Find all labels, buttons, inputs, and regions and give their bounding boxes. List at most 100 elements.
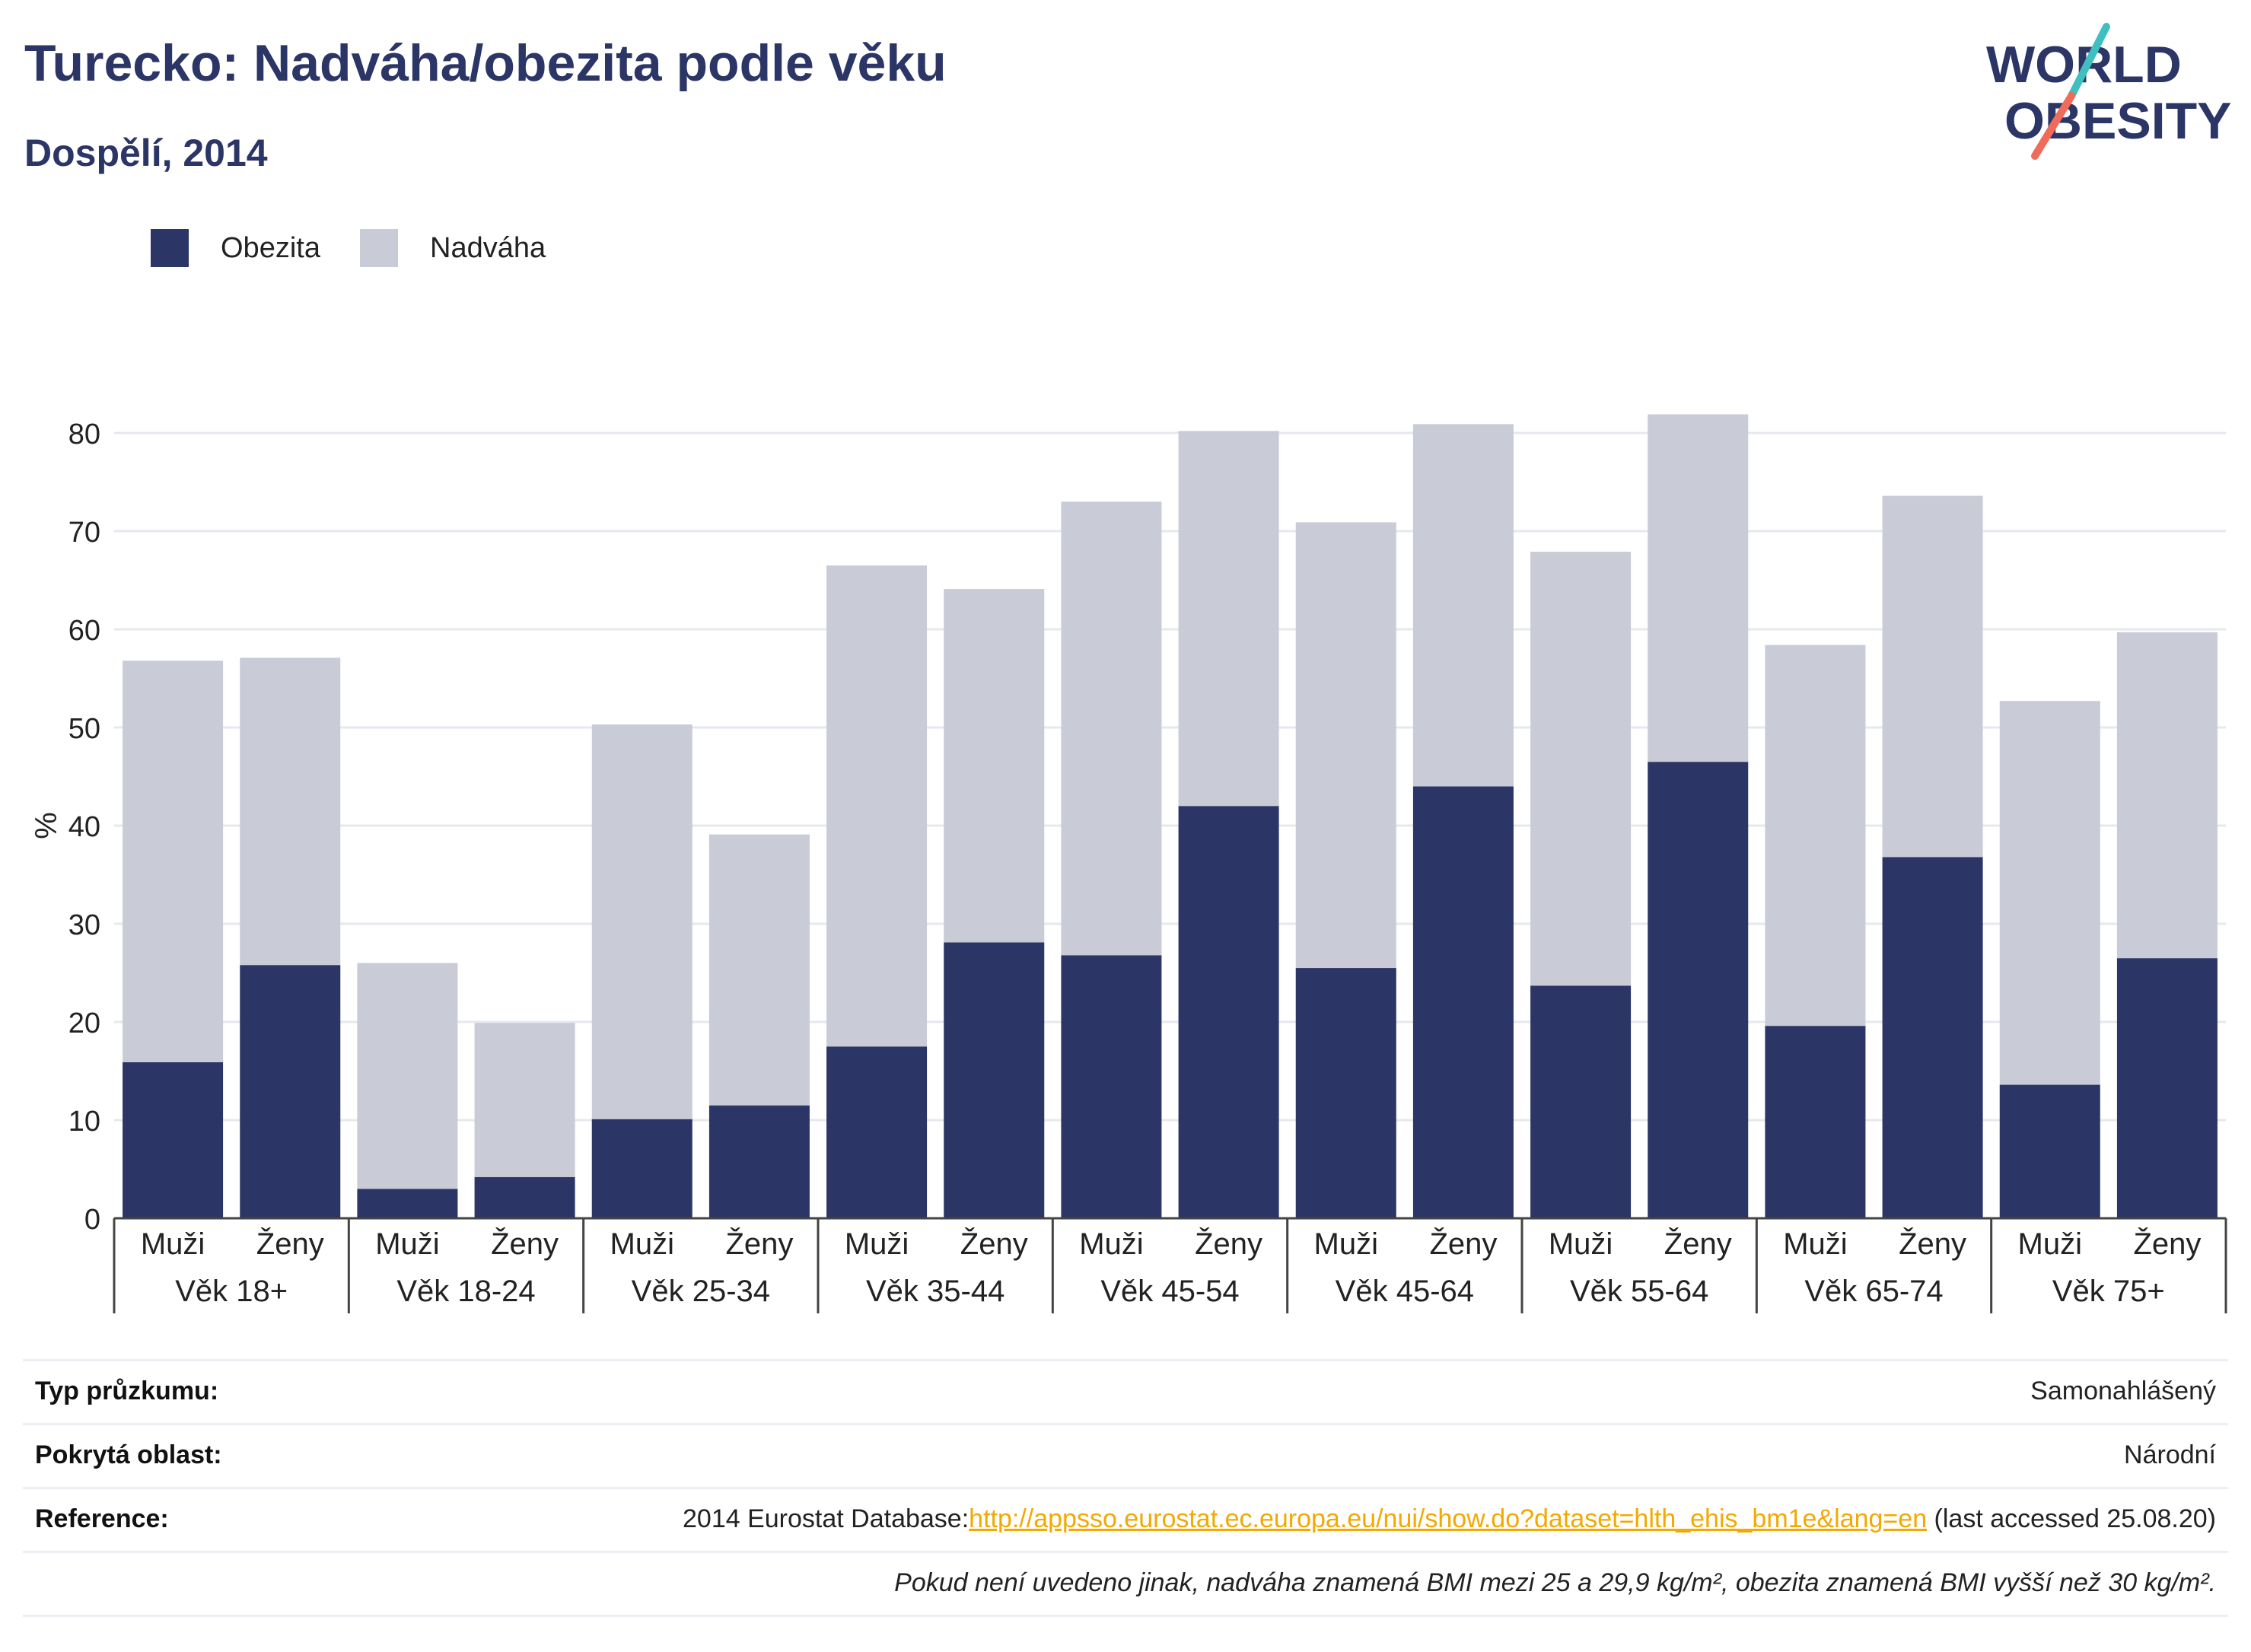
legend-swatch-obezita [151, 229, 189, 267]
bar-nadvaha-1-ženy [240, 657, 341, 966]
axis-labels: 0 10 20 30 40 50 60 70 80% Muži Ženy Věk 18+ Muži Žen… [30, 419, 2201, 1308]
bar-obezita-5-muži [1061, 955, 1162, 1218]
bar-obezita-1-ženy [240, 965, 341, 1218]
info-row-survey: Typ průzkumu: Samonahlášený [23, 1359, 2228, 1423]
reference-label: Reference: [35, 1504, 169, 1533]
bar-obezita-8-muži [1765, 1026, 1866, 1218]
reference-value: 2014 Eurostat Database:http://appsso.eur… [683, 1504, 2216, 1534]
x-group-label-5: Věk 45-54 [1100, 1275, 1239, 1308]
logo-slash-coral [2031, 92, 2075, 160]
bar-obezita-7-ženy [1648, 762, 1749, 1218]
bar-obezita-3-ženy [708, 1105, 810, 1218]
x-sub-label-6-1: Muži [1314, 1227, 1378, 1261]
bar-obezita-4-muži [826, 1046, 928, 1218]
bar-obezita-1-muži [123, 1062, 224, 1218]
info-row-reference: Reference: 2014 Eurostat Database:http:/… [23, 1487, 2228, 1551]
bar-nadvaha-2-muži [357, 963, 458, 1189]
legend-swatch-nadvaha [360, 229, 398, 267]
bar-nadvaha-9-muži [1999, 701, 2100, 1085]
bar-obezita-2-ženy [474, 1176, 575, 1218]
x-sub-label-8-2: Ženy [1899, 1227, 1966, 1261]
bar-nadvaha-7-ženy [1648, 414, 1749, 762]
info-table: Typ průzkumu: Samonahlášený Pokrytá obla… [23, 1359, 2228, 1617]
grid-lines [114, 431, 2226, 1122]
x-sub-label-1-2: Ženy [256, 1227, 324, 1261]
coverage-area-label: Pokrytá oblast: [35, 1440, 222, 1469]
x-sub-label-3-2: Ženy [725, 1227, 793, 1261]
world-obesity-logo: WORLD OBESITY [1986, 23, 2232, 160]
survey-type-value: Samonahlášený [2030, 1377, 2216, 1405]
x-sub-label-9-2: Ženy [2133, 1227, 2201, 1261]
survey-type-label: Typ průzkumu: [35, 1377, 219, 1405]
bar-nadvaha-1-muži [123, 660, 224, 1062]
y-tick-label-30: 30 [68, 909, 100, 941]
x-group-label-4: Věk 35-44 [866, 1275, 1005, 1308]
legend-label-nadvaha: Nadváha [430, 232, 546, 264]
y-tick-label-80: 80 [68, 419, 100, 450]
x-sub-label-8-1: Muži [1783, 1227, 1847, 1261]
bar-obezita-3-muži [591, 1119, 692, 1218]
x-sub-label-7-1: Muži [1549, 1227, 1613, 1261]
bar-obezita-2-muži [357, 1189, 458, 1218]
x-group-label-2: Věk 18-24 [396, 1275, 535, 1308]
bars [123, 414, 2218, 1218]
bar-obezita-4-ženy [944, 942, 1045, 1218]
bar-nadvaha-8-muži [1765, 645, 1866, 1027]
x-sub-label-2-1: Muži [375, 1227, 439, 1261]
bar-obezita-6-muži [1295, 968, 1396, 1218]
bmi-definition-note: Pokud není uvedeno jinak, nadváha znamen… [894, 1568, 2216, 1597]
x-group-label-1: Věk 18+ [175, 1275, 288, 1308]
y-tick-label-40: 40 [68, 811, 100, 843]
bar-obezita-6-ženy [1412, 786, 1514, 1218]
bar-nadvaha-8-ženy [1882, 495, 1983, 858]
x-sub-label-6-2: Ženy [1429, 1227, 1497, 1261]
bar-obezita-9-ženy [2116, 958, 2218, 1218]
x-sub-label-9-1: Muži [2018, 1227, 2082, 1261]
reference-prefix: 2014 Eurostat Database: [683, 1504, 969, 1533]
bar-obezita-9-muži [1999, 1084, 2100, 1218]
legend-label-obezita: Obezita [221, 232, 320, 264]
y-tick-label-0: 0 [84, 1204, 100, 1236]
bar-nadvaha-9-ženy [2116, 632, 2218, 959]
bar-nadvaha-4-ženy [944, 589, 1045, 943]
reference-link[interactable]: http://appsso.eurostat.ec.europa.eu/nui/… [969, 1504, 1928, 1533]
info-row-note: Pokud není uvedeno jinak, nadváha znamen… [23, 1551, 2228, 1617]
bar-nadvaha-5-muži [1061, 501, 1162, 956]
bar-nadvaha-5-ženy [1178, 431, 1279, 807]
bar-obezita-7-muži [1530, 985, 1632, 1218]
chart-title: Turecko: Nadváha/obezita podle věku [24, 34, 947, 92]
x-group-label-6: Věk 45-64 [1336, 1275, 1474, 1308]
y-tick-label-20: 20 [68, 1007, 100, 1039]
bar-nadvaha-4-muži [826, 565, 928, 1047]
y-tick-label-70: 70 [68, 517, 100, 549]
x-group-label-9: Věk 75+ [2052, 1275, 2165, 1308]
stacked-bar-chart: 0 10 20 30 40 50 60 70 80% Muži Ženy Věk 18+ Muži Žen… [30, 414, 2227, 1313]
x-group-label-7: Věk 55-64 [1570, 1275, 1708, 1308]
x-sub-label-1-1: Muži [141, 1227, 205, 1261]
y-tick-label-60: 60 [68, 615, 100, 647]
y-tick-label-50: 50 [68, 713, 100, 745]
x-group-label-3: Věk 25-34 [632, 1275, 770, 1308]
x-sub-label-4-1: Muži [845, 1227, 909, 1261]
bar-nadvaha-2-ženy [474, 1023, 575, 1177]
bar-nadvaha-7-muži [1530, 552, 1632, 986]
chart-subtitle: Dospělí, 2014 [24, 132, 268, 174]
y-tick-label-10: 10 [68, 1106, 100, 1138]
x-sub-label-5-1: Muži [1079, 1227, 1143, 1261]
bar-nadvaha-6-muži [1295, 522, 1396, 969]
bar-obezita-8-ženy [1882, 857, 1983, 1218]
x-sub-label-5-2: Ženy [1195, 1227, 1262, 1261]
y-axis-label: % [30, 812, 63, 839]
coverage-area-value: Národní [2124, 1440, 2216, 1469]
info-row-area: Pokrytá oblast: Národní [23, 1423, 2228, 1487]
bar-nadvaha-3-ženy [708, 834, 810, 1106]
x-sub-label-2-2: Ženy [491, 1227, 559, 1261]
logo-slash-teal [2068, 23, 2110, 100]
axes [113, 1217, 2227, 1313]
x-sub-label-4-2: Ženy [960, 1227, 1028, 1261]
x-sub-label-7-2: Ženy [1664, 1227, 1732, 1261]
x-sub-label-3-1: Muži [610, 1227, 674, 1261]
x-group-label-8: Věk 65-74 [1804, 1275, 1943, 1308]
bar-obezita-5-ženy [1178, 806, 1279, 1218]
bar-nadvaha-6-ženy [1412, 424, 1514, 787]
